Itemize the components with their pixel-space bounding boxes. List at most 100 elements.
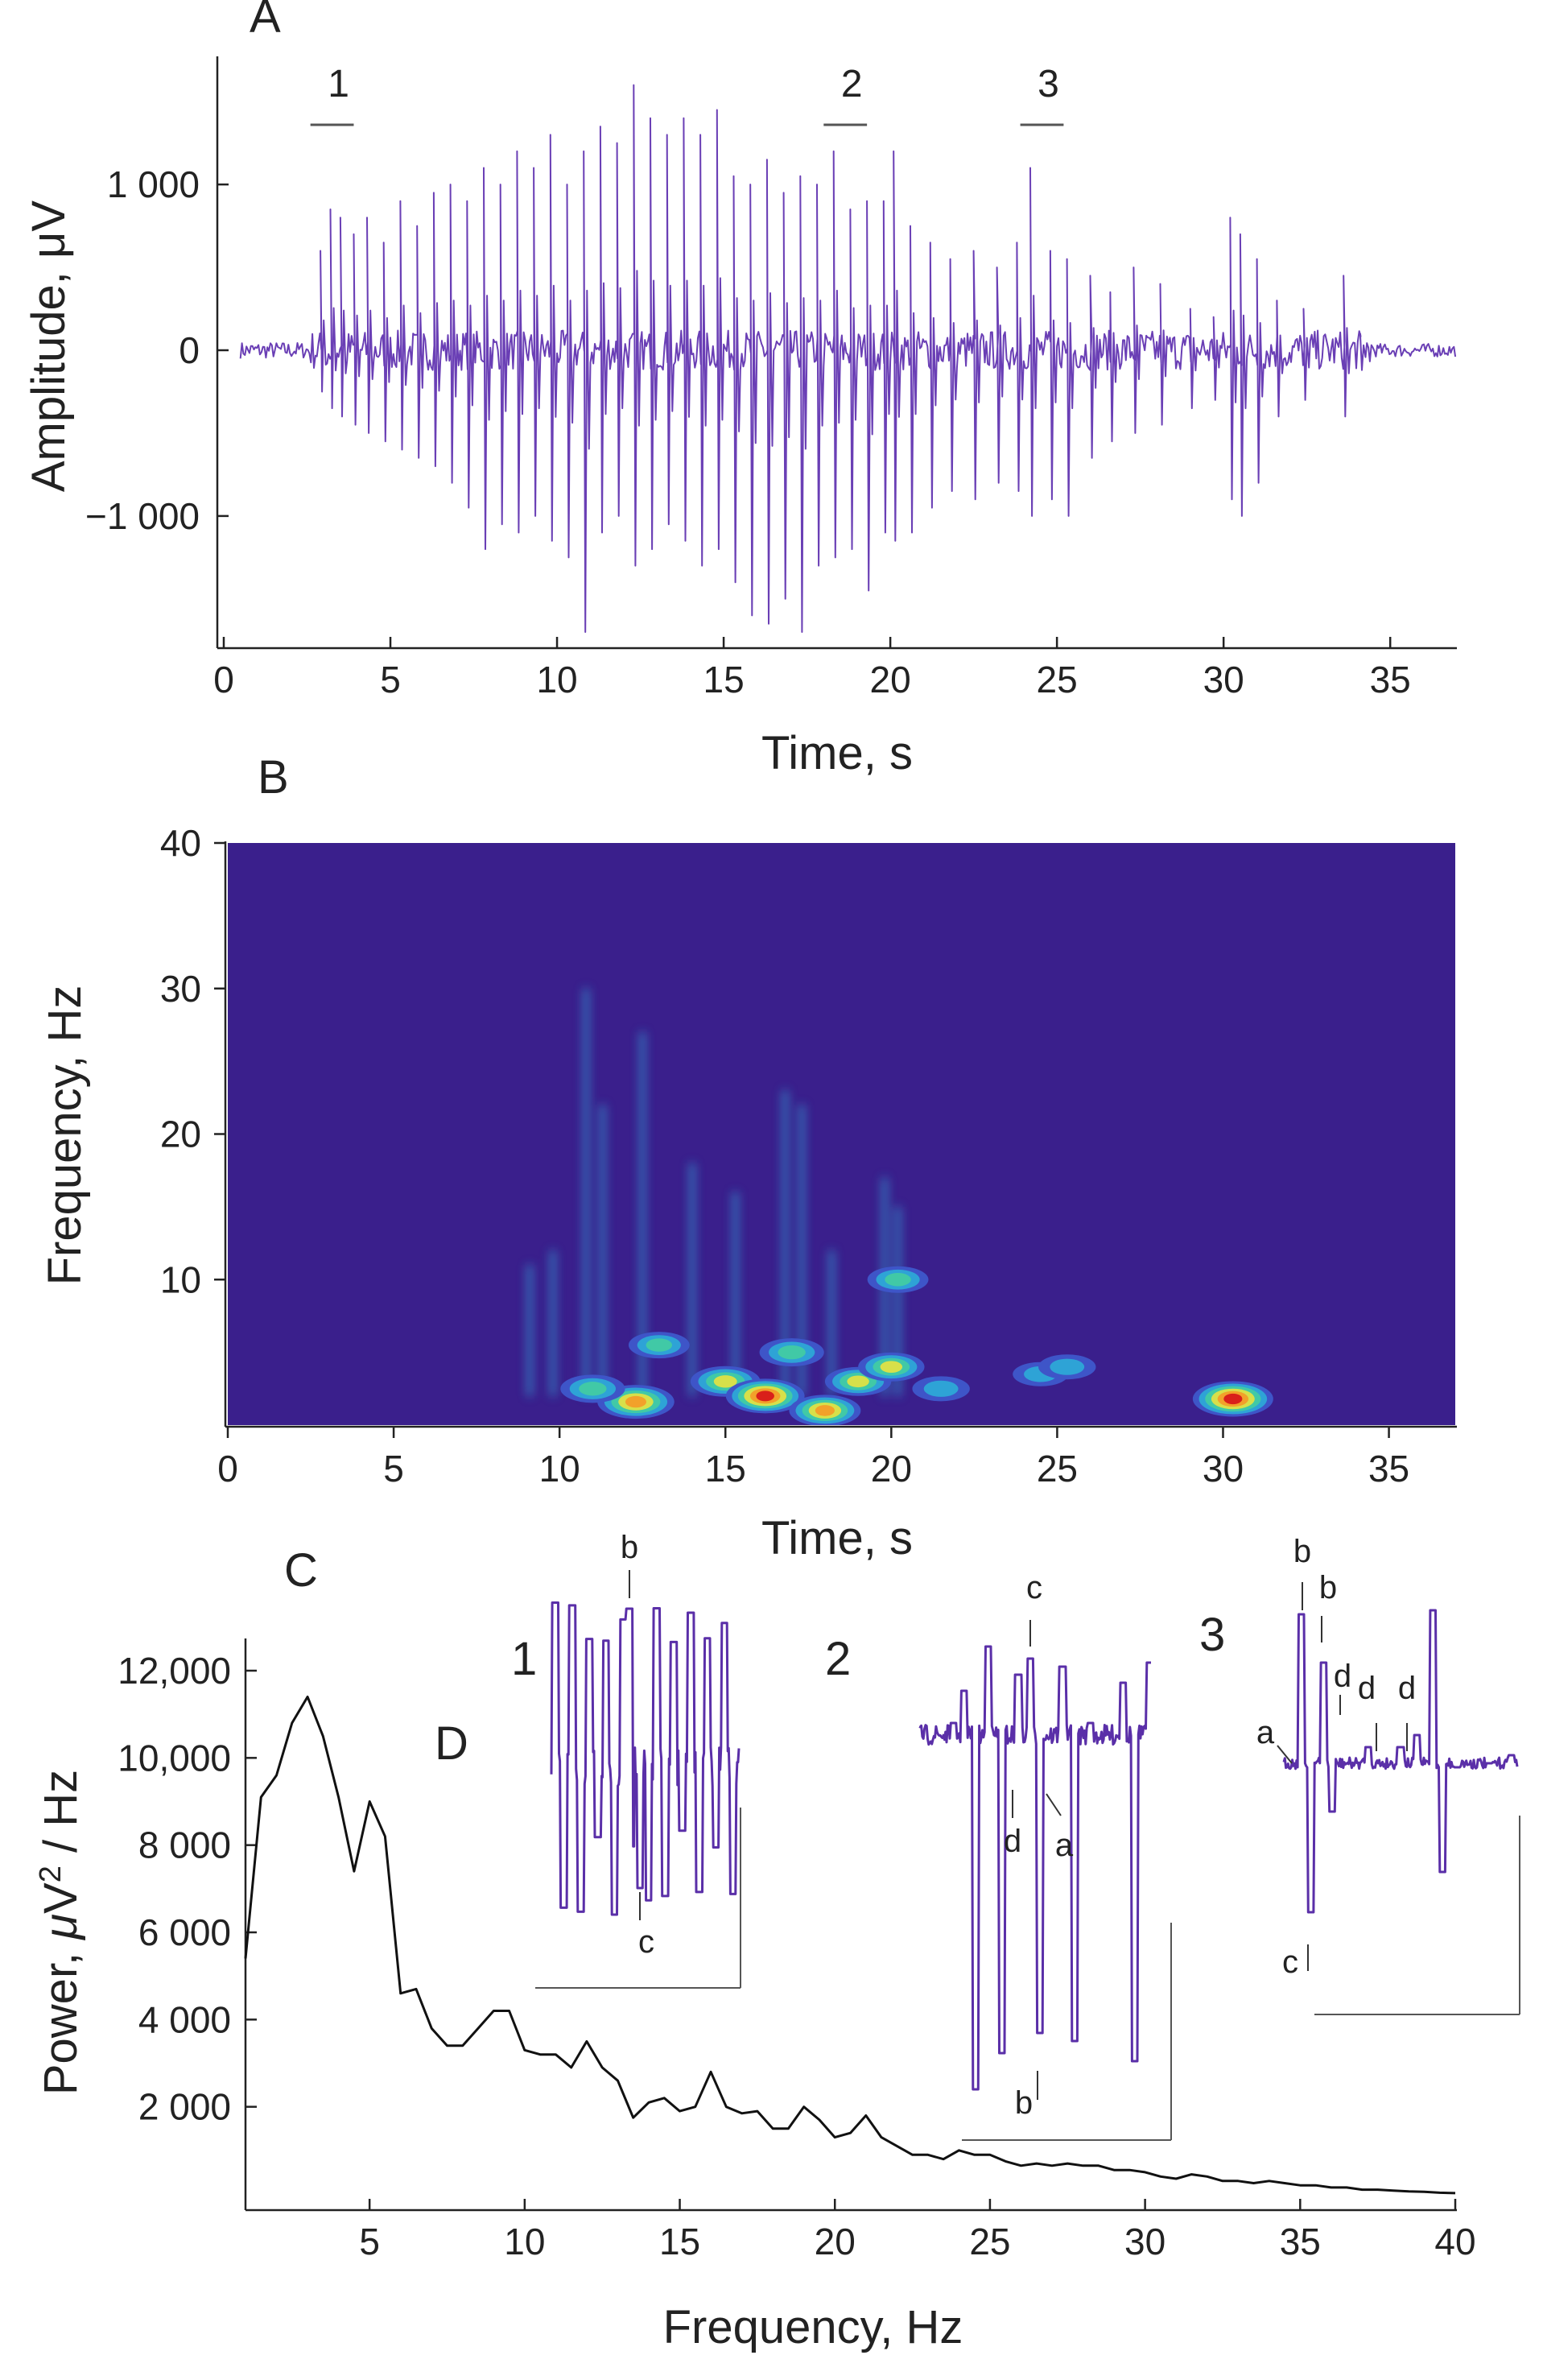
panel-a-y-tick-label: −1 000 [85, 495, 200, 537]
panel-b-blob [759, 1338, 824, 1367]
panel-b-y-tick-label: 20 [160, 1114, 201, 1155]
panel-c-y-label: Power, μV2 / Hz [34, 1770, 87, 2095]
panel-b-blob [597, 1385, 675, 1419]
panel-b-blob [628, 1332, 690, 1359]
panel-a: A 0 5 10 15 20 25 30 35 −1 000 0 1 000 1 2 3 Time, … [23, 0, 1457, 779]
panel-c: C 5 10 15 20 25 30 35 40 2 000 4 000 6 000 8 000 10… [34, 1544, 1476, 2353]
panel-b-streak [550, 1250, 555, 1396]
panel-a-y-tick-label: 0 [179, 329, 200, 371]
panel-a-y-label: Amplitude, μV [23, 200, 75, 493]
panel-c-y-tick-label: 10,000 [118, 1737, 231, 1779]
panel-a-segment-number: 1 [328, 63, 349, 105]
panel-a-x-tick-label: 30 [1203, 659, 1244, 700]
panel-d: D 1 b c 2 c d a b 3 [435, 1530, 1520, 2141]
panel-b-blob-level [778, 1345, 806, 1360]
inset-1-number: 1 [511, 1633, 537, 1685]
panel-b-streak [799, 1105, 805, 1396]
panel-c-y-tick-label: 4 000 [138, 1998, 231, 2040]
panel-b-x-tick-label: 20 [871, 1448, 912, 1490]
panel-b-blob-level [815, 1405, 835, 1416]
panel-b-x-label: Time, s [761, 1512, 913, 1564]
panel-a-x-tick-label: 5 [380, 659, 401, 700]
panel-a-segment-number: 3 [1038, 63, 1059, 105]
panel-b-streak [782, 1090, 788, 1396]
panel-b-blob [1192, 1381, 1273, 1417]
panel-a-x-tick-label: 10 [536, 659, 577, 700]
panel-b-x-ticks: 0 5 10 15 20 25 30 35 [217, 1427, 1409, 1490]
panel-b-blob-level [880, 1361, 903, 1374]
panel-b-blob [560, 1374, 625, 1403]
inset-3-marker-d2: d [1358, 1671, 1376, 1706]
panel-b-x-tick-label: 0 [217, 1448, 238, 1490]
inset-3-marker-d1: d [1334, 1659, 1351, 1694]
panel-b-streak [895, 1206, 901, 1396]
panel-c-x-tick-label: 15 [659, 2221, 700, 2262]
panel-a-x-tick-label: 15 [703, 659, 744, 700]
panel-a-x-tick-label: 35 [1370, 659, 1411, 700]
panel-a-y-ticks: −1 000 0 1 000 [85, 163, 229, 537]
inset-2-marker-b: b [1015, 2085, 1033, 2121]
panel-b: B 0 5 10 15 20 25 30 35 10 20 30 40 Time, s Freque… [39, 751, 1457, 1564]
panel-a-segment-number: 2 [841, 63, 863, 105]
panel-b-streak [584, 988, 589, 1396]
inset-2-marker-c: c [1026, 1570, 1042, 1605]
inset-1-waveform [550, 1601, 741, 1916]
inset-3-marker-c: c [1282, 1944, 1298, 1980]
panel-b-blob-level [756, 1390, 774, 1402]
inset-2-waveform [918, 1645, 1152, 2091]
panel-a-x-tick-label: 25 [1037, 659, 1078, 700]
panel-c-x-tick-label: 5 [359, 2221, 380, 2262]
panel-b-y-label: Frequency, Hz [39, 985, 91, 1286]
panel-b-streak [527, 1265, 533, 1396]
panel-b-y-tick-label: 30 [160, 968, 201, 1010]
panel-c-x-tick-label: 35 [1280, 2221, 1321, 2262]
inset-3-marker-b2: b [1319, 1570, 1337, 1605]
inset-2-number: 2 [825, 1633, 851, 1685]
inset-2-marker-a: a [1055, 1828, 1074, 1863]
panel-b-x-tick-label: 30 [1203, 1448, 1244, 1490]
inset-1-marker-c: c [638, 1924, 654, 1960]
inset-3-marker-d3: d [1398, 1671, 1416, 1706]
panel-b-blob-level [885, 1273, 911, 1287]
panel-b-label: B [258, 751, 289, 804]
panel-c-power-spectrum-line [244, 1696, 1456, 2195]
panel-a-x-tick-label: 0 [213, 659, 234, 700]
panel-b-y-ticks: 10 20 30 40 [160, 822, 225, 1300]
panel-b-blob-level [646, 1338, 673, 1352]
panel-b-blob [725, 1378, 805, 1414]
panel-b-blob-level [713, 1375, 737, 1388]
panel-c-x-tick-label: 10 [504, 2221, 545, 2262]
panel-c-y-tick-label: 12,000 [118, 1650, 231, 1692]
panel-b-blob-level [1050, 1358, 1085, 1375]
panel-b-blob [1038, 1354, 1096, 1380]
inset-3-marker-a-tick [1277, 1745, 1293, 1764]
panel-a-label: A [250, 0, 281, 43]
inset-2-marker-a-tick [1046, 1793, 1062, 1816]
panel-b-y-tick-label: 10 [160, 1258, 201, 1300]
panel-a-x-label: Time, s [761, 727, 913, 779]
panel-b-x-tick-label: 35 [1368, 1448, 1409, 1490]
panel-c-x-tick-label: 40 [1434, 2221, 1475, 2262]
panel-b-y-tick-label: 40 [160, 822, 201, 864]
inset-3-marker-b1: b [1293, 1534, 1311, 1569]
panel-a-segment-markers: 1 2 3 [310, 63, 1064, 126]
panel-b-x-tick-label: 5 [383, 1448, 404, 1490]
panel-c-label: C [284, 1544, 318, 1597]
panel-c-x-tick-label: 30 [1124, 2221, 1166, 2262]
panel-b-spectrogram-background [228, 843, 1455, 1425]
panel-a-eeg-trace [239, 84, 1457, 633]
panel-b-blob-level [1223, 1393, 1243, 1405]
panel-b-x-tick-label: 10 [539, 1448, 580, 1490]
inset-2-marker-d: d [1004, 1824, 1021, 1859]
panel-c-x-tick-label: 20 [815, 2221, 856, 2262]
panel-b-blob-level [847, 1375, 869, 1388]
panel-c-y-tick-label: 8 000 [138, 1824, 231, 1866]
panel-c-x-tick-label: 25 [969, 2221, 1010, 2262]
panel-b-blobs [560, 1266, 1273, 1425]
inset-3-number: 3 [1199, 1609, 1225, 1661]
panel-b-blob-level [625, 1395, 646, 1408]
panel-c-x-label: Frequency, Hz [663, 2301, 963, 2353]
inset-3-marker-a: a [1256, 1715, 1275, 1750]
panel-a-y-tick-label: 1 000 [107, 163, 200, 205]
inset-3-waveform [1282, 1609, 1519, 1914]
